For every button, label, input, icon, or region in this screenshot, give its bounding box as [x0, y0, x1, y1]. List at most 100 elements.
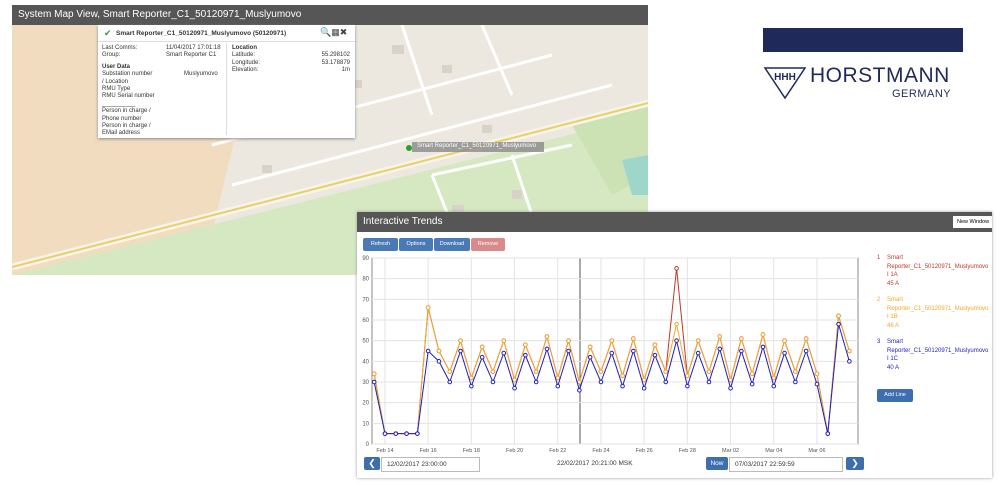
data-point	[371, 379, 377, 385]
data-point	[501, 338, 507, 343]
data-point	[631, 336, 636, 341]
y-tick-label: 50	[362, 339, 369, 345]
x-tick-label: Feb 16	[420, 448, 437, 454]
data-point	[847, 348, 852, 354]
data-point	[706, 369, 712, 374]
data-point	[782, 338, 787, 343]
legend-series: I 1A	[887, 272, 898, 278]
field-label: Group:	[102, 52, 121, 59]
data-point	[685, 383, 690, 389]
field-label: Longitude:	[232, 59, 261, 66]
toolbar-button[interactable]: Options	[399, 238, 433, 251]
series-line	[373, 307, 850, 435]
data-point	[749, 371, 755, 377]
popup-tools[interactable]: 🔍▦✖	[320, 27, 348, 37]
y-tick-label: 10	[362, 421, 369, 427]
data-point	[382, 431, 388, 436]
field-value: 55.298102	[321, 52, 350, 59]
trends-window: Interactive Trends New Window Add Line ❮…	[357, 212, 992, 478]
data-point	[598, 369, 604, 374]
data-point	[631, 348, 636, 354]
legend-entry[interactable]: Smart Reporter_C1_50120971_Muslyumovo I 1…	[887, 254, 989, 288]
logo-brand: HORSTMANN	[810, 64, 950, 87]
data-point	[587, 344, 593, 350]
data-point	[490, 369, 496, 374]
data-point	[674, 321, 679, 327]
data-point	[523, 342, 528, 348]
data-point	[706, 379, 712, 385]
data-point	[825, 431, 831, 436]
legend-entry[interactable]: Smart Reporter_C1_50120971_Muslyumovo I 1…	[887, 296, 989, 330]
legend-reading: 45 A	[887, 280, 900, 287]
prev-button[interactable]: ❮	[364, 457, 380, 470]
logo-icon: HHH	[763, 67, 807, 100]
field-label: Last Comms:	[102, 45, 138, 51]
legend-entry[interactable]: Smart Reporter_C1_50120971_Muslyumovo I 1…	[887, 338, 989, 372]
legend-device: Smart Reporter_C1_50120971_Muslyumovo	[887, 339, 989, 354]
field-value: 53.178879	[321, 59, 350, 66]
legend-series: I 1C	[887, 356, 899, 362]
legend-number: 2	[877, 297, 881, 303]
new-window-button[interactable]: New Window	[953, 216, 992, 228]
x-tick-label: Mar 06	[808, 448, 825, 454]
data-point	[749, 381, 755, 387]
legend-reading: 46 A	[887, 322, 900, 329]
data-point	[739, 336, 744, 341]
data-point	[404, 431, 409, 436]
data-point	[566, 338, 571, 343]
add-line-button[interactable]: Add Line	[877, 389, 913, 402]
data-point	[695, 350, 701, 356]
data-point	[577, 387, 582, 393]
data-point	[771, 383, 777, 389]
data-point	[685, 373, 690, 379]
x-tick-label: Feb 26	[636, 448, 653, 454]
end-input[interactable]: 07/03/2017 22:59:59	[729, 457, 843, 472]
data-point	[836, 313, 841, 319]
field-label: RMU Type	[102, 86, 131, 92]
field-label: EMail address	[102, 130, 141, 137]
x-tick-label: Feb 20	[506, 448, 523, 454]
data-point	[512, 377, 517, 383]
field-value: 1m	[341, 67, 350, 74]
data-point	[641, 377, 647, 383]
logo-bar	[763, 28, 963, 52]
data-point	[458, 348, 463, 354]
now-button[interactable]: Now	[706, 457, 728, 470]
data-point	[598, 379, 604, 385]
current-time: 22/02/2017 20:21:00 MSK	[557, 460, 633, 467]
data-point	[587, 354, 593, 360]
start-input[interactable]: 12/02/2017 23:00:00	[381, 457, 480, 472]
data-point	[533, 369, 539, 374]
section-title: Location	[232, 45, 257, 51]
data-point	[544, 346, 550, 352]
data-point	[728, 385, 733, 391]
data-point	[577, 379, 582, 385]
legend-device: Smart Reporter_C1_50120971_Muslyumovo	[887, 297, 989, 312]
toolbar-button[interactable]: Download	[434, 238, 470, 251]
data-point	[717, 346, 723, 352]
popup-title: Smart Reporter_C1_50120971_Muslyumovo (5…	[116, 30, 287, 37]
field-label: __________	[102, 100, 136, 107]
field-label: Person in charge /	[102, 123, 151, 129]
data-point	[609, 338, 615, 343]
data-point	[512, 385, 517, 391]
field-label: RMU Serial number	[102, 93, 155, 100]
toolbar-button[interactable]: Remove	[471, 238, 505, 251]
toolbar-button[interactable]: Refresh	[363, 238, 398, 251]
data-point	[652, 342, 658, 348]
field-value: Muslyumovo	[184, 71, 218, 78]
data-point	[620, 373, 625, 379]
data-point	[803, 336, 809, 341]
data-point	[415, 431, 420, 436]
data-point	[739, 348, 744, 354]
window-title: Interactive Trends	[357, 212, 992, 232]
field-label: Substation number	[102, 71, 153, 78]
data-point	[544, 334, 550, 339]
field-value: 11/04/2017 17:01:18	[166, 45, 221, 51]
y-tick-label: 40	[362, 359, 369, 365]
x-tick-label: Feb 14	[376, 448, 393, 454]
data-point	[760, 332, 766, 337]
next-button[interactable]: ❯	[846, 457, 864, 470]
legend-device: Smart Reporter_C1_50120971_Muslyumovo	[887, 255, 989, 270]
